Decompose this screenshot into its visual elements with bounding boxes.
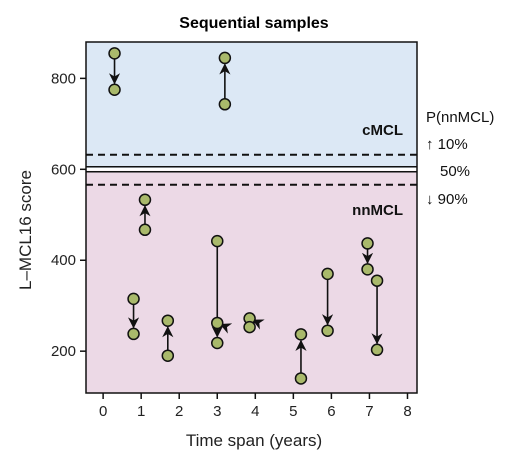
data-point — [211, 316, 224, 330]
region-label-cmcl: cMCL — [362, 122, 403, 139]
y-tick-label: 400 — [51, 252, 76, 269]
y-tick-label: 800 — [51, 70, 76, 87]
data-point — [211, 336, 224, 350]
x-tick-label: 4 — [251, 403, 259, 420]
data-point — [161, 314, 175, 327]
data-point — [370, 274, 384, 287]
data-point — [370, 343, 384, 357]
data-point — [361, 237, 374, 250]
data-point — [294, 372, 308, 385]
x-tick-label: 0 — [99, 403, 107, 420]
data-point — [294, 328, 308, 341]
side-label-middle: 50% — [440, 163, 470, 180]
data-point — [211, 234, 224, 248]
y-axis-label: L–MCL16 score — [16, 170, 35, 290]
x-tick-label: 8 — [403, 403, 411, 420]
side-label-header: P(nnMCL) — [426, 109, 494, 126]
x-tick-label: 1 — [137, 403, 145, 420]
data-point — [127, 327, 140, 341]
data-point — [161, 349, 175, 362]
data-point — [361, 263, 374, 276]
x-tick-label: 6 — [327, 403, 335, 420]
chart-title: Sequential samples — [179, 15, 328, 32]
y-tick-label: 200 — [51, 343, 76, 360]
data-point — [243, 320, 256, 334]
plot-frame — [85, 41, 418, 394]
data-point — [321, 267, 334, 281]
points-layer — [108, 47, 384, 385]
region-label-nnmcl: nnMCL — [352, 202, 403, 219]
thresholds-layer — [86, 153, 417, 186]
data-point — [108, 47, 121, 60]
arrows-layer — [108, 58, 383, 373]
x-axis-label: Time span (years) — [186, 431, 322, 450]
side-label-upper: ↑ 10% — [426, 136, 468, 153]
data-point — [127, 292, 140, 306]
x-tick-label: 2 — [175, 403, 183, 420]
x-tick-label: 3 — [213, 403, 221, 420]
y-tick-label: 600 — [51, 161, 76, 178]
data-point — [218, 51, 232, 65]
data-point — [321, 324, 334, 337]
data-point — [138, 193, 152, 207]
x-tick-label: 5 — [289, 403, 297, 420]
ticks-layer: 0 1 2 3 4 5 6 7 8 200 400 600 800 — [51, 70, 412, 420]
threshold-gap — [86, 167, 417, 171]
region-cmcl — [86, 42, 417, 170]
x-tick-label: 7 — [365, 403, 373, 420]
data-point — [138, 223, 152, 237]
data-point — [218, 98, 232, 111]
data-point — [108, 83, 121, 96]
side-label-lower: ↓ 90% — [426, 191, 468, 208]
